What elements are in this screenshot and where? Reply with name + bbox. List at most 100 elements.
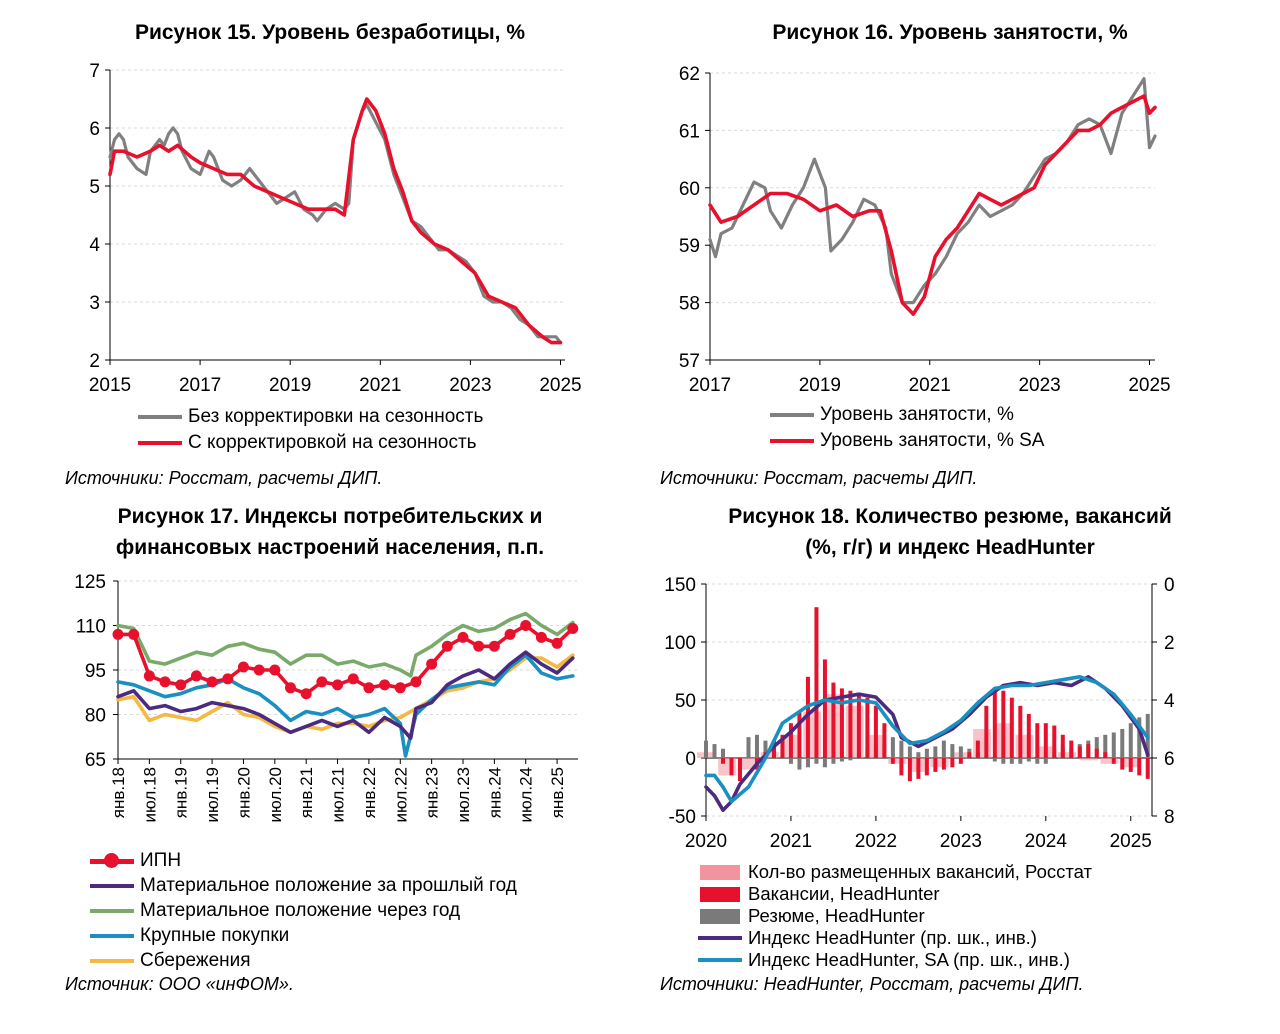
hh-vacancies-bar bbox=[1009, 697, 1014, 758]
hh-vacancies-bar bbox=[941, 758, 946, 770]
figure-18-title-line1: Рисунок 18. Количество резюме, вакансий bbox=[728, 505, 1172, 528]
rosstat-vacancies-bar bbox=[1100, 758, 1119, 764]
x-tick-label: июл.21 bbox=[329, 767, 348, 822]
legend-label: Индекс HeadHunter, SA (пр. шк., инв.) bbox=[748, 949, 1070, 970]
hh-resumes-bar bbox=[1103, 734, 1108, 758]
figure-15-panel: Рисунок 15. Уровень безработицы, % 2 3 4 5 6… bbox=[20, 10, 640, 510]
x-tick-label: 2023 bbox=[1018, 375, 1060, 396]
x-tick-label: июл.24 bbox=[517, 767, 536, 822]
figure-18-panel: Рисунок 18. Количество резюме, вакансий … bbox=[640, 500, 1260, 1034]
hh-vacancies-bar bbox=[1043, 723, 1048, 758]
legend-swatch bbox=[770, 439, 814, 443]
sentiment-series-line-0 bbox=[116, 623, 575, 696]
y-tick-label-left: 0 bbox=[685, 749, 696, 770]
legend-marker bbox=[104, 853, 119, 868]
hh-vacancies-bar bbox=[822, 659, 827, 758]
y-tick-label-right: 8 bbox=[1164, 807, 1175, 828]
y-tick-label: 58 bbox=[679, 294, 700, 315]
rosstat-vacancies-bar bbox=[1058, 752, 1077, 758]
hh-resumes-bar bbox=[805, 758, 810, 768]
legend-label: Уровень занятости, % bbox=[820, 404, 1014, 425]
y-tick-label: 3 bbox=[89, 293, 100, 314]
legend-swatch bbox=[90, 934, 134, 938]
y-tick-label: 57 bbox=[679, 351, 700, 372]
ipn-marker bbox=[285, 682, 296, 694]
hh-resumes-bar bbox=[754, 734, 759, 758]
x-tick-label: 2017 bbox=[179, 375, 221, 396]
x-tick-label: 2023 bbox=[940, 831, 982, 852]
y-tick-label: 125 bbox=[74, 572, 106, 593]
ipn-marker bbox=[363, 682, 375, 694]
y-tick-label-right: 0 bbox=[1164, 575, 1175, 596]
ipn-marker bbox=[426, 658, 438, 670]
figure-16-source: Источники: Росстат, расчеты ДИП. bbox=[660, 468, 978, 488]
hh-resumes-bar bbox=[1018, 758, 1023, 764]
y-tick-label-left: 150 bbox=[664, 575, 696, 596]
x-tick-label: июл.19 bbox=[203, 767, 222, 822]
hh-resumes-bar bbox=[1128, 723, 1133, 758]
hh-resumes-bar bbox=[899, 740, 904, 758]
ipn-marker bbox=[237, 661, 249, 673]
hh-vacancies-bar bbox=[1069, 740, 1074, 758]
legend-swatch bbox=[90, 884, 134, 888]
unemployment-series-line-1 bbox=[108, 97, 563, 345]
x-tick-label: 2021 bbox=[909, 375, 951, 396]
hh-resumes-bar bbox=[924, 748, 929, 758]
hh-vacancies-bar bbox=[780, 734, 785, 758]
figure-17-source: Источник: ООО «инФОМ». bbox=[65, 974, 294, 994]
hh-vacancies-bar bbox=[814, 607, 819, 758]
rosstat-vacancies-bar bbox=[1079, 758, 1098, 761]
y-tick-label-left: -50 bbox=[669, 807, 696, 828]
employment-series-line-0 bbox=[708, 77, 1157, 305]
hh-vacancies-bar bbox=[907, 758, 912, 782]
y-tick-label: 60 bbox=[679, 179, 700, 200]
hh-vacancies-bar bbox=[720, 758, 725, 764]
legend-label: Сбережения bbox=[140, 950, 251, 971]
y-tick-label-left: 50 bbox=[675, 691, 696, 712]
x-tick-label: янв.18 bbox=[109, 767, 128, 818]
hh-vacancies-bar bbox=[797, 711, 802, 758]
hh-vacancies-bar bbox=[1052, 725, 1057, 758]
ipn-marker bbox=[457, 631, 469, 643]
ipn-marker bbox=[379, 679, 391, 691]
legend-label: Без корректировки на сезонность bbox=[188, 406, 484, 427]
legend-label: ИПН bbox=[140, 850, 182, 871]
legend-swatch bbox=[770, 413, 814, 417]
hh-vacancies-bar bbox=[1077, 746, 1082, 758]
legend-swatch bbox=[700, 865, 740, 880]
legend-swatch bbox=[90, 909, 134, 913]
x-tick-label: июл.20 bbox=[266, 767, 285, 822]
hh-vacancies-bar bbox=[1111, 758, 1116, 764]
x-tick-label: янв.19 bbox=[172, 767, 191, 818]
ipn-marker bbox=[316, 676, 328, 688]
hh-resumes-bar bbox=[1120, 729, 1125, 758]
hh-resumes-bar bbox=[1026, 758, 1031, 762]
y-tick-label: 65 bbox=[85, 750, 106, 771]
hh-vacancies-bar bbox=[856, 694, 861, 758]
hh-resumes-bar bbox=[822, 758, 827, 768]
ipn-marker bbox=[128, 628, 140, 640]
legend-label: Резюме, HeadHunter bbox=[748, 905, 925, 926]
hh-vacancies-bar bbox=[882, 723, 887, 758]
ipn-marker bbox=[190, 670, 202, 682]
hh-vacancies-bar bbox=[958, 758, 963, 764]
hh-vacancies-bar bbox=[1026, 713, 1031, 758]
hh-vacancies-bar bbox=[1001, 690, 1006, 758]
ipn-marker bbox=[332, 679, 344, 691]
y-tick-label: 4 bbox=[89, 235, 100, 256]
hh-resumes-bar bbox=[814, 758, 819, 764]
sentiment-series-line-1 bbox=[116, 650, 575, 740]
hh-vacancies-bar bbox=[1094, 748, 1099, 758]
hh-resumes-bar bbox=[1137, 717, 1142, 758]
y-tick-label: 80 bbox=[85, 706, 106, 727]
hh-vacancies-bar bbox=[916, 758, 921, 779]
x-tick-label: янв.24 bbox=[485, 767, 504, 818]
hh-vacancies-bar bbox=[1018, 705, 1023, 758]
figure-16-panel: Рисунок 16. Уровень занятости, % 57 58 59 6… bbox=[640, 10, 1260, 510]
hh-vacancies-bar bbox=[992, 688, 997, 758]
ipn-marker bbox=[143, 670, 155, 682]
ipn-marker bbox=[222, 673, 234, 685]
hh-vacancies-bar bbox=[1120, 758, 1125, 770]
y-tick-label: 2 bbox=[89, 351, 100, 372]
x-tick-label: 2019 bbox=[269, 375, 311, 396]
